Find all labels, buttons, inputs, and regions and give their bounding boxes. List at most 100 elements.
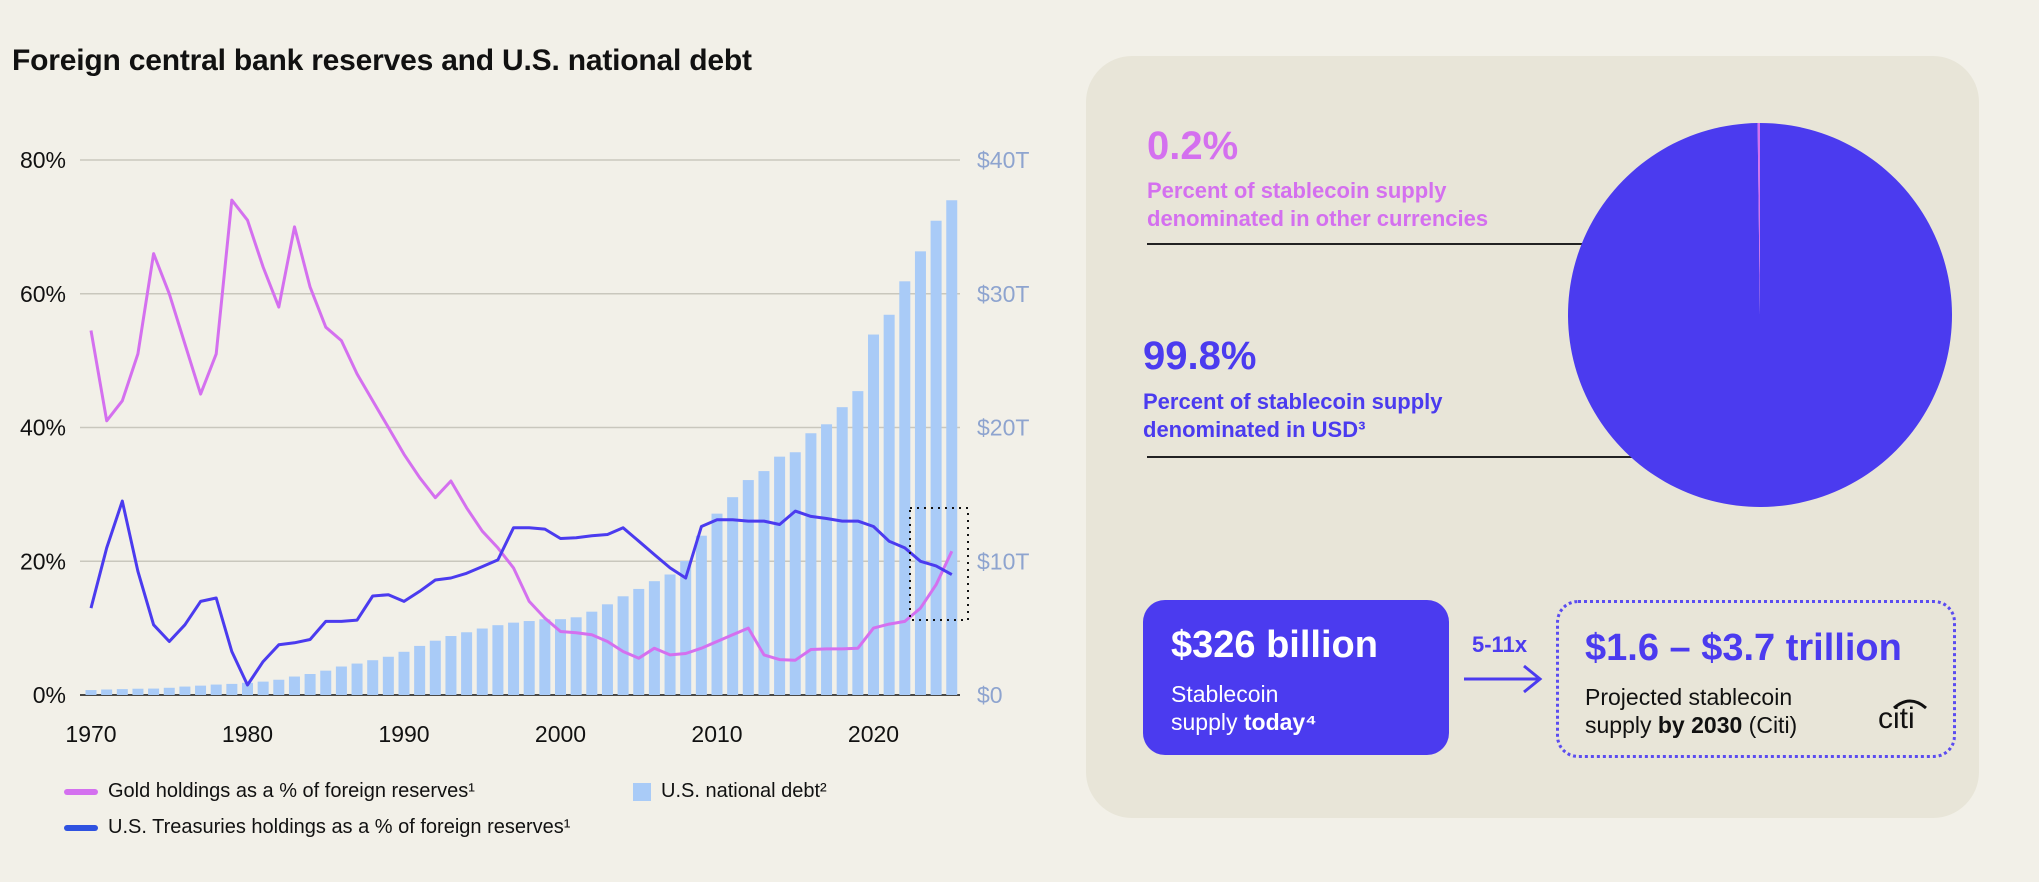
debt-bar — [664, 574, 676, 695]
projected-supply-card: $1.6 – $3.7 trillion Projected stablecoi… — [1556, 600, 1956, 758]
y-right-tick-label: $20T — [977, 415, 1029, 441]
chart-title: Foreign central bank reserves and U.S. n… — [12, 44, 752, 77]
debt-bar — [508, 622, 520, 695]
legend-gold-label: Gold holdings as a % of foreign reserves… — [108, 780, 475, 802]
x-tick-label: 2010 — [691, 721, 742, 747]
debt-bar — [445, 636, 457, 695]
debt-bar — [601, 604, 613, 695]
other-currency-label-line2: denominated in other currencies — [1147, 206, 1489, 231]
debt-bar — [758, 471, 770, 695]
debt-bar — [680, 560, 692, 695]
legend-gold-swatch — [64, 788, 98, 795]
y-left-tick-label: 0% — [33, 682, 66, 708]
multiplier-label: 5-11x — [1472, 632, 1528, 657]
legend-debt-label: U.S. national debt² — [661, 780, 827, 802]
legend-debt-swatch — [633, 782, 651, 801]
supply-today-amount: $326 billion — [1171, 624, 1378, 666]
supply-today-desc-line1: Stablecoin — [1171, 681, 1279, 707]
chart-area: 0% 20% 40% 60% 80% $0 $10T $20T $30T $40T 1970 1980… — [20, 147, 1029, 747]
debt-bar — [836, 407, 848, 695]
debt-bar — [570, 617, 582, 695]
debt-bar — [101, 689, 113, 695]
x-tick-label: 1990 — [378, 721, 429, 747]
debt-bar — [398, 651, 410, 695]
x-tick-label: 2020 — [848, 721, 899, 747]
debt-bar — [711, 513, 723, 695]
debt-bar — [429, 640, 441, 695]
citi-logo-text: citi — [1878, 702, 1915, 732]
debt-bar — [555, 619, 566, 695]
projected-supply-desc-line2: supply — [1585, 712, 1658, 738]
debt-bar — [335, 666, 347, 695]
debt-bar — [586, 611, 598, 695]
gold-series-line — [89, 198, 954, 662]
debt-bar — [789, 452, 801, 695]
debt-bar — [288, 676, 300, 695]
debt-bar — [148, 688, 160, 695]
debt-bar — [304, 674, 316, 695]
debt-bar — [899, 281, 911, 695]
x-tick-label: 1970 — [65, 721, 116, 747]
other-currency-label-line1: Percent of stablecoin supply — [1147, 178, 1447, 203]
projected-supply-desc-bold: by 2030 — [1657, 712, 1743, 738]
debt-bar — [351, 663, 363, 695]
arrow-right-icon — [1464, 664, 1543, 694]
debt-bar — [85, 690, 97, 695]
citi-logo-icon: citi — [1878, 699, 1927, 732]
projected-supply-amount: $1.6 – $3.7 trillion — [1585, 627, 1902, 669]
debt-bar — [210, 684, 222, 695]
y-left-tick-label: 60% — [20, 281, 66, 307]
debt-bar — [523, 621, 535, 695]
series-lines — [89, 198, 954, 687]
x-tick-label: 1980 — [222, 721, 273, 747]
debt-bar — [930, 220, 942, 695]
debt-bar — [727, 497, 739, 695]
supply-today-card: $326 billion Stablecoin supply today⁴ — [1143, 600, 1449, 755]
supply-today-desc-bold: today⁴ — [1243, 709, 1317, 735]
supply-today-desc: Stablecoin supply today⁴ — [1171, 680, 1317, 736]
usd-label-line1: Percent of stablecoin supply — [1143, 389, 1443, 414]
debt-bar — [116, 689, 128, 695]
debt-bar — [320, 670, 332, 695]
debt-bar — [617, 596, 629, 695]
usd-label-line2: denominated in USD³ — [1143, 417, 1366, 442]
debt-bar — [633, 588, 645, 695]
debt-bar — [852, 391, 864, 695]
debt-bar — [476, 628, 488, 695]
other-currency-rule — [1147, 243, 1757, 245]
other-currency-pct: 0.2% — [1147, 124, 1239, 168]
debt-bar — [132, 688, 144, 695]
legend-debt: U.S. national debt² — [633, 780, 827, 803]
debt-bar — [821, 424, 833, 695]
highlight-box — [909, 507, 969, 621]
debt-bar — [914, 251, 926, 695]
debt-bar — [774, 456, 786, 695]
other-currency-label: Percent of stablecoin supply denominated… — [1147, 177, 1488, 233]
debt-bar — [946, 200, 958, 696]
treasuries-series-line — [89, 499, 953, 687]
y-left-tick-label: 80% — [20, 147, 66, 173]
legend-treasuries: U.S. Treasuries holdings as a % of forei… — [64, 816, 570, 839]
x-tick-label: 2000 — [535, 721, 586, 747]
debt-bar — [539, 619, 551, 695]
debt-bar — [695, 535, 707, 695]
usd-pct: 99.8% — [1143, 334, 1257, 378]
debt-bar — [163, 687, 175, 695]
pie-slice-other — [1757, 123, 1760, 315]
usd-label: Percent of stablecoin supply denominated… — [1143, 388, 1443, 444]
pie-slice-usd — [1568, 123, 1952, 508]
projected-supply-desc: Projected stablecoin supply by 2030 (Cit… — [1585, 683, 1797, 739]
debt-bar — [195, 685, 207, 695]
y-right-tick-label: $0 — [977, 682, 1003, 708]
y-left-tick-label: 40% — [20, 415, 66, 441]
debt-bars — [85, 200, 958, 696]
legend-treasuries-label: U.S. Treasuries holdings as a % of forei… — [108, 816, 571, 838]
debt-bar — [273, 679, 285, 695]
debt-bar — [742, 480, 754, 695]
supply-today-desc-line2: supply — [1171, 709, 1244, 735]
debt-bar — [883, 314, 895, 695]
debt-bar — [226, 683, 238, 695]
debt-bar — [805, 433, 817, 695]
debt-bar — [414, 645, 426, 695]
debt-bar — [492, 625, 504, 695]
